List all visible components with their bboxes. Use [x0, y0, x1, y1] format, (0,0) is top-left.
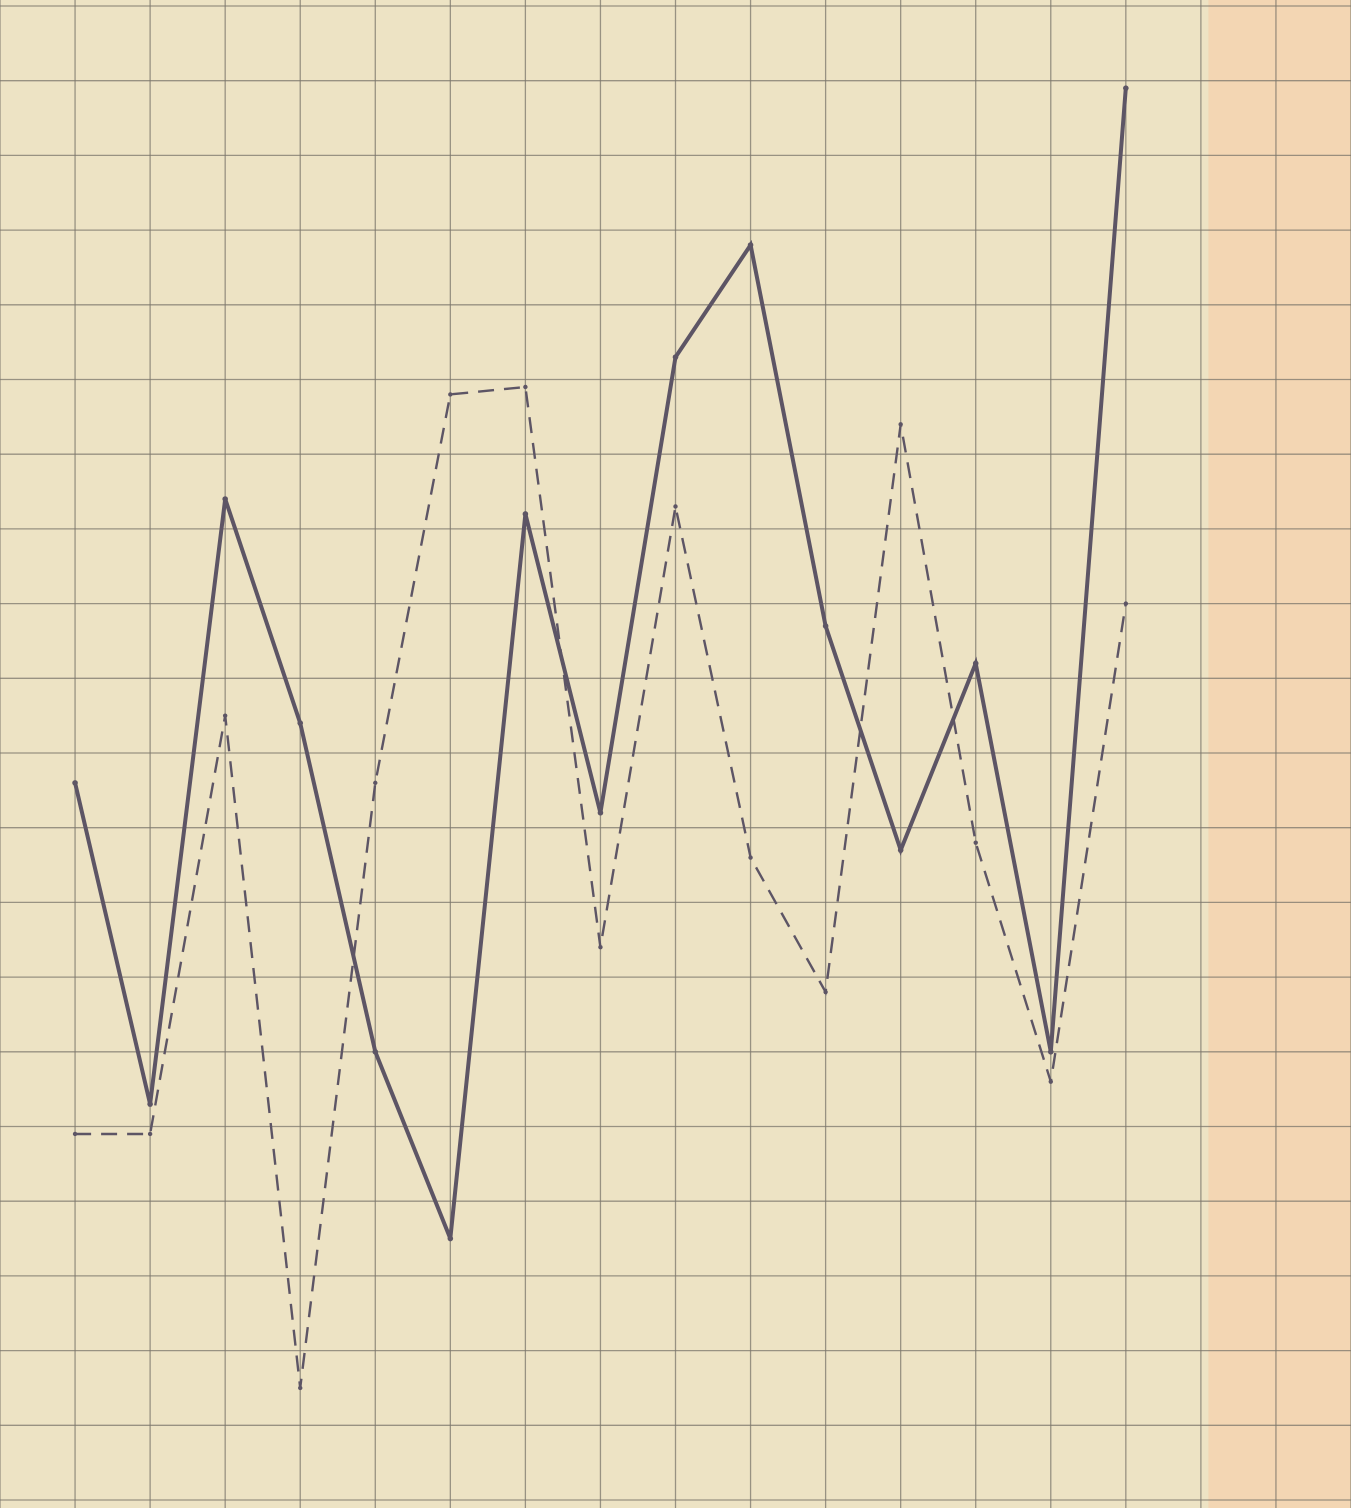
- data-point-dashed: [598, 945, 603, 950]
- data-point-dashed: [448, 392, 453, 397]
- paper-tint-band: [1208, 0, 1351, 1508]
- data-point-dashed: [523, 384, 528, 390]
- data-point-dashed: [298, 1385, 303, 1391]
- data-point-solid: [222, 496, 228, 502]
- data-point-dashed: [673, 504, 678, 509]
- data-point-solid: [447, 1235, 454, 1242]
- data-point-dashed: [973, 840, 978, 845]
- data-point-dashed: [898, 422, 903, 427]
- data-point-solid: [897, 847, 904, 853]
- data-point-solid: [672, 354, 679, 360]
- data-point-dashed: [823, 989, 828, 995]
- series-dashed: [72, 384, 1129, 1391]
- data-point-dashed: [1048, 1079, 1053, 1084]
- data-point-dashed: [373, 780, 378, 786]
- data-point-dashed: [147, 1131, 153, 1137]
- series-solid: [72, 85, 1129, 1242]
- data-point-dashed: [1123, 601, 1129, 606]
- data-point-solid: [1047, 1049, 1054, 1055]
- data-point-solid: [597, 809, 604, 816]
- data-point-solid: [972, 660, 979, 667]
- data-point-dashed: [72, 1131, 78, 1137]
- data-point-solid: [297, 720, 304, 726]
- data-point-solid: [72, 780, 78, 786]
- paper-tint: [1208, 0, 1351, 1508]
- data-point-solid: [147, 1101, 153, 1107]
- data-point-solid: [522, 511, 529, 517]
- data-point-solid: [1123, 85, 1129, 91]
- data-point-dashed: [748, 855, 753, 860]
- data-point-solid: [822, 623, 829, 629]
- series-group: [72, 85, 1129, 1391]
- data-point-dashed: [222, 713, 228, 718]
- data-point-solid: [372, 1049, 379, 1055]
- data-point-solid: [747, 242, 754, 248]
